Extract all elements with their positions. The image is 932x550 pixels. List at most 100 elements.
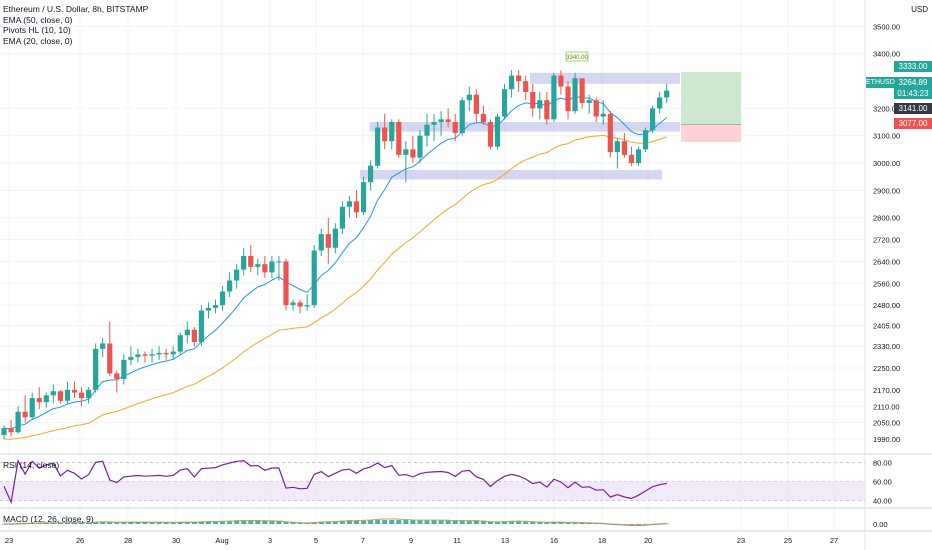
candle-body xyxy=(114,373,120,379)
macd-histogram-bar xyxy=(255,520,261,524)
macd-histogram-bar xyxy=(79,522,85,524)
candles-group xyxy=(1,70,670,440)
rsi-tick-label: 80.00 xyxy=(873,459,892,468)
indicator-pivots[interactable]: Pivots HL (10, 10) xyxy=(3,25,71,35)
candle-body xyxy=(248,255,254,267)
pivot-high-value: 3340.00 xyxy=(566,55,588,61)
pivot-zone xyxy=(370,122,680,132)
macd-histogram-bar xyxy=(121,521,127,524)
candle-body xyxy=(22,411,28,418)
position-tool[interactable] xyxy=(681,72,741,142)
candle-body xyxy=(657,97,663,109)
candle-body xyxy=(551,75,557,120)
macd-histogram-bar xyxy=(128,521,134,524)
price-axis[interactable]: 1990.00 2050.00 2110.00 2170.00 2250.00 2330.… xyxy=(873,22,900,444)
candle-body xyxy=(339,206,345,229)
time-tick-label: 7 xyxy=(361,536,365,545)
macd-histogram-bar xyxy=(431,520,437,524)
macd-histogram-bar xyxy=(396,520,402,524)
currency-label[interactable]: USD xyxy=(911,5,928,14)
candle-body xyxy=(219,291,226,306)
candle-body xyxy=(36,398,42,403)
candle-body xyxy=(565,86,571,112)
candle-body xyxy=(579,78,585,103)
time-axis[interactable]: 23 26 28 30 Aug 3 5 7 9 11 13 16 18 20 23 25 27 xyxy=(5,536,838,545)
candle-body xyxy=(156,352,162,355)
candle-body xyxy=(530,91,536,109)
macd-histogram-bar xyxy=(389,520,395,524)
candle-body xyxy=(537,100,543,109)
candle-body xyxy=(621,141,627,155)
candle-body xyxy=(262,264,268,273)
ema50-line xyxy=(3,134,667,440)
macd-histogram-bar xyxy=(234,520,240,524)
target-price-tag: 3333.00 xyxy=(894,61,932,72)
candle-body xyxy=(389,122,395,142)
macd-histogram-bar xyxy=(424,520,430,524)
candle-body xyxy=(452,122,458,133)
price-tick-label: 2720.00 xyxy=(873,236,900,245)
candle-body xyxy=(149,354,155,356)
macd-histogram-bar xyxy=(43,522,49,524)
indicator-ema20[interactable]: EMA (20, close, 0) xyxy=(3,35,73,46)
pivot-zone xyxy=(360,169,662,180)
candle-body xyxy=(558,75,564,87)
price-tick-label: 2050.00 xyxy=(873,419,900,428)
candle-body xyxy=(445,119,451,123)
candle-body xyxy=(64,389,71,401)
macd-histogram-bar xyxy=(283,521,289,524)
macd-histogram-bar xyxy=(241,520,247,524)
candle-body xyxy=(304,305,310,307)
candle-body xyxy=(318,234,324,251)
candle-body xyxy=(438,119,444,123)
price-tick-label: 2110.00 xyxy=(873,402,900,411)
candle-body xyxy=(135,354,141,358)
candle-body xyxy=(78,392,85,399)
indicator-ema50[interactable]: EMA (50, close, 0) xyxy=(3,14,73,25)
macd-histogram-bar xyxy=(502,521,508,524)
rsi-levels xyxy=(0,462,865,501)
macd-histogram-bar xyxy=(544,522,550,524)
candle-body xyxy=(191,329,197,343)
time-tick-label: 13 xyxy=(501,536,509,545)
macd-legend[interactable]: MACD (12, 26, close, 9) xyxy=(3,514,94,524)
macd-histogram-bar xyxy=(495,521,500,524)
candle-body xyxy=(107,343,113,374)
candle-body xyxy=(198,310,204,343)
candle-body xyxy=(396,122,402,155)
countdown-value: 01:43:23 xyxy=(897,89,929,98)
symbol-title[interactable]: Ethereum / U.S. Dollar, 8h, BITSTAMP xyxy=(3,4,149,14)
macd-histogram-bar xyxy=(509,520,515,524)
candle-body xyxy=(255,264,261,267)
price-tick-label: 2900.00 xyxy=(873,186,900,195)
candle-body xyxy=(121,359,127,379)
macd-histogram-bar xyxy=(311,522,317,524)
macd-histogram-bar xyxy=(86,522,92,524)
time-tick-label: 26 xyxy=(76,536,84,545)
time-tick-label: 9 xyxy=(409,536,413,545)
pivot-zones xyxy=(360,72,680,180)
profit-zone xyxy=(681,72,741,125)
price-tick-label: 3100.00 xyxy=(873,132,900,141)
candle-body xyxy=(177,335,183,352)
candle-body xyxy=(586,100,592,103)
candle-body xyxy=(473,94,479,114)
last-price-tag: 3264.89 01:43:23 xyxy=(894,77,932,99)
price-tick-label: 2170.00 xyxy=(873,386,900,395)
candle-body xyxy=(410,149,416,158)
price-tick-label: 2480.00 xyxy=(873,301,900,310)
macd-histogram-bar xyxy=(339,520,345,524)
symbol-tag: ETHUSD xyxy=(866,77,895,88)
candle-body xyxy=(297,302,303,307)
rsi-legend[interactable]: RSI (14, close) xyxy=(3,460,60,470)
macd-histogram-bar xyxy=(170,522,176,524)
candle-body xyxy=(142,354,148,356)
macd-histogram-bar xyxy=(480,520,486,524)
time-tick-label: Aug xyxy=(215,536,228,545)
macd-histogram-bar xyxy=(57,522,63,524)
macd-histogram-bar xyxy=(100,521,106,524)
macd-histogram-bar xyxy=(487,521,493,524)
macd-histogram-bar xyxy=(213,521,218,524)
macd-histogram-bar xyxy=(156,521,162,524)
